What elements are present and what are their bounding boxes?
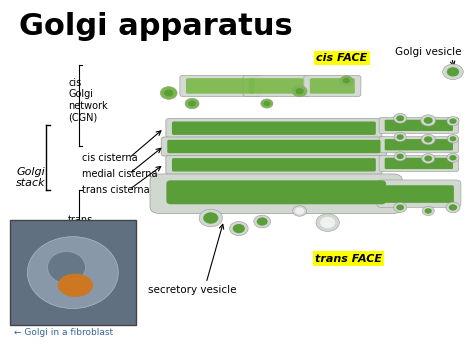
FancyBboxPatch shape: [249, 78, 303, 94]
Circle shape: [394, 152, 406, 161]
Circle shape: [396, 154, 404, 159]
Circle shape: [295, 88, 304, 94]
Ellipse shape: [58, 274, 93, 297]
Circle shape: [443, 64, 463, 80]
Circle shape: [229, 222, 248, 236]
Circle shape: [447, 153, 459, 162]
FancyBboxPatch shape: [243, 75, 310, 97]
Circle shape: [292, 86, 307, 97]
FancyBboxPatch shape: [186, 78, 254, 94]
FancyBboxPatch shape: [385, 158, 453, 169]
Circle shape: [292, 206, 307, 216]
Text: trans cisterna: trans cisterna: [82, 185, 150, 195]
Circle shape: [257, 217, 268, 226]
Circle shape: [446, 202, 460, 213]
Circle shape: [393, 113, 407, 123]
Text: ← Golgi in a fibroblast: ← Golgi in a fibroblast: [14, 328, 113, 337]
FancyBboxPatch shape: [385, 120, 453, 131]
Circle shape: [396, 204, 404, 211]
Circle shape: [396, 134, 404, 140]
Circle shape: [185, 98, 199, 109]
Circle shape: [422, 154, 435, 163]
Text: cis FACE: cis FACE: [316, 53, 367, 63]
FancyBboxPatch shape: [384, 185, 454, 203]
Ellipse shape: [27, 237, 118, 308]
Circle shape: [424, 136, 432, 143]
Circle shape: [450, 136, 456, 141]
FancyBboxPatch shape: [379, 117, 458, 133]
FancyBboxPatch shape: [172, 158, 376, 171]
FancyBboxPatch shape: [150, 174, 402, 213]
Circle shape: [449, 119, 456, 124]
Circle shape: [164, 89, 173, 97]
Circle shape: [424, 117, 433, 124]
Text: medial cisterna: medial cisterna: [82, 169, 158, 179]
FancyBboxPatch shape: [180, 75, 260, 97]
Circle shape: [203, 212, 219, 224]
Circle shape: [343, 78, 350, 83]
Circle shape: [421, 115, 436, 126]
Circle shape: [254, 215, 271, 228]
FancyBboxPatch shape: [166, 119, 382, 138]
Circle shape: [188, 100, 196, 106]
Text: trans
Golgi
network
(TGN): trans Golgi network (TGN): [68, 215, 108, 260]
Circle shape: [199, 209, 222, 227]
Text: Golgi
stack: Golgi stack: [16, 167, 46, 188]
Text: cis cisterna: cis cisterna: [82, 153, 138, 163]
Ellipse shape: [47, 251, 85, 283]
FancyBboxPatch shape: [310, 78, 355, 94]
FancyBboxPatch shape: [166, 180, 386, 204]
Circle shape: [394, 132, 406, 142]
Text: cis
Golgi
network
(CGN): cis Golgi network (CGN): [68, 78, 108, 122]
FancyBboxPatch shape: [166, 155, 382, 174]
FancyBboxPatch shape: [161, 137, 387, 156]
Circle shape: [447, 135, 458, 143]
Text: trans FACE: trans FACE: [315, 253, 382, 263]
Circle shape: [264, 101, 270, 106]
Text: Golgi vesicle: Golgi vesicle: [395, 48, 462, 58]
FancyBboxPatch shape: [377, 180, 461, 207]
Text: Golgi apparatus: Golgi apparatus: [19, 12, 293, 41]
Circle shape: [422, 206, 434, 215]
Circle shape: [425, 208, 432, 214]
Circle shape: [447, 67, 459, 76]
Circle shape: [261, 99, 273, 108]
Circle shape: [447, 116, 459, 126]
Circle shape: [393, 202, 407, 212]
FancyBboxPatch shape: [9, 220, 136, 326]
Circle shape: [233, 224, 245, 233]
FancyBboxPatch shape: [172, 121, 376, 135]
Circle shape: [160, 87, 177, 99]
Circle shape: [421, 134, 435, 145]
Circle shape: [449, 155, 456, 160]
FancyBboxPatch shape: [379, 137, 458, 153]
Circle shape: [396, 115, 404, 121]
Circle shape: [449, 204, 457, 211]
FancyBboxPatch shape: [304, 75, 361, 97]
Circle shape: [424, 155, 432, 162]
Circle shape: [320, 217, 335, 228]
FancyBboxPatch shape: [167, 140, 381, 153]
Circle shape: [295, 208, 304, 214]
Circle shape: [316, 214, 339, 231]
FancyBboxPatch shape: [379, 155, 458, 171]
Circle shape: [340, 76, 353, 86]
FancyBboxPatch shape: [385, 139, 453, 151]
Text: secretory vesicle: secretory vesicle: [148, 285, 237, 295]
